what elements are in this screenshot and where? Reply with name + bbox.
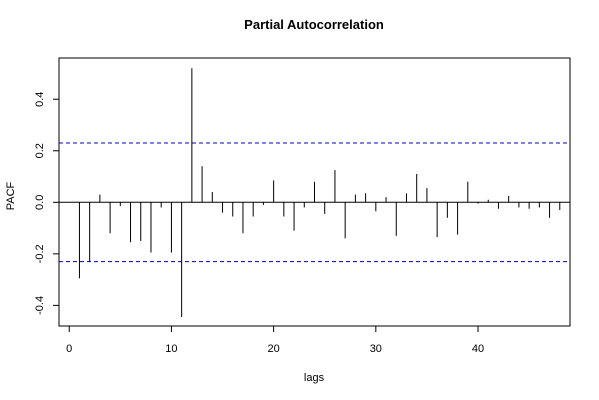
confidence-band [59, 142, 570, 263]
y-tick-label: 0.2 [34, 143, 46, 158]
y-axis: -0.4 -0.2 0.0 0.2 0.4 [34, 92, 59, 315]
x-axis: 0 10 20 30 40 [66, 326, 484, 355]
pacf-bars [78, 68, 561, 317]
x-tick-label: 0 [66, 343, 72, 355]
y-tick-label: -0.4 [34, 296, 46, 315]
x-tick-label: 10 [165, 343, 177, 355]
y-tick-label: 0.0 [34, 195, 46, 210]
y-axis-label: PACF [5, 181, 17, 210]
plot-frame [58, 57, 571, 327]
chart-title: Partial Autocorrelation [244, 17, 384, 32]
x-tick-label: 40 [472, 343, 484, 355]
x-axis-label: lags [304, 372, 325, 384]
x-tick-label: 30 [370, 343, 382, 355]
y-tick-label: 0.4 [34, 92, 46, 107]
x-tick-label: 20 [267, 343, 279, 355]
y-tick-label: -0.2 [34, 244, 46, 263]
